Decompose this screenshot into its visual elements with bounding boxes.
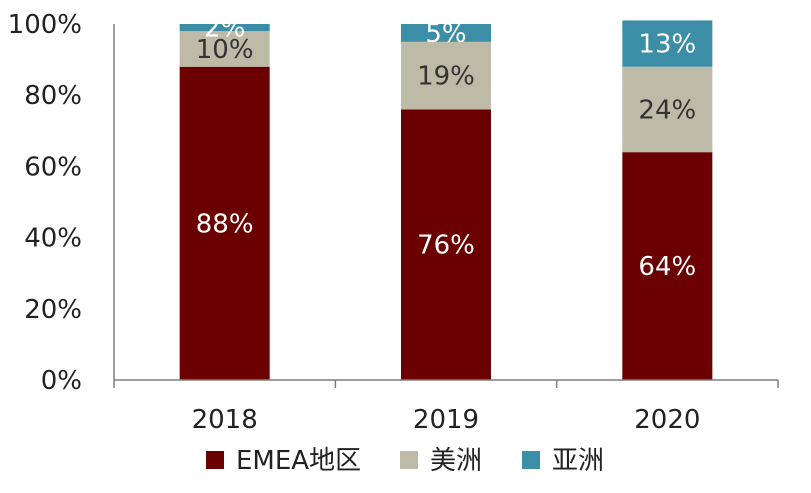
legend-swatch-0	[206, 451, 224, 469]
data-label-2020-2: 13%	[638, 30, 696, 60]
x-axis-labels: 2018 2019 2020	[192, 405, 701, 435]
legend-swatch-2	[522, 451, 540, 469]
bar-segment-2018-1	[179, 31, 270, 67]
bar-segment-2020-1	[622, 66, 713, 153]
legend-label-0: EMEA地区	[236, 446, 361, 476]
bar-segment-2018-2	[179, 24, 270, 32]
data-label-2019-2: 5%	[425, 19, 466, 49]
bar-segment-2019-2	[401, 24, 491, 42]
y-tick-label-0: 0%	[41, 366, 82, 396]
y-tick-label-60: 60%	[24, 152, 82, 182]
y-tick-label-100: 100%	[8, 10, 82, 40]
bars-group: 88% 10%2% 76% 19% 5% 64% 24% 13%	[179, 14, 713, 380]
legend: EMEA地区 美洲 亚洲	[206, 446, 604, 476]
data-label-2018-2: 2%	[204, 14, 245, 44]
x-category-label-2019: 2019	[413, 405, 479, 435]
legend-label-1: 美洲	[430, 446, 482, 476]
data-label-2020-0: 64%	[638, 252, 696, 282]
y-axis-ticks: 0% 20% 40% 60% 80% 100%	[8, 10, 82, 396]
bar-segment-2019-1	[401, 41, 491, 110]
y-tick-label-80: 80%	[24, 81, 82, 111]
legend-swatch-1	[400, 451, 418, 469]
bar-segment-2020-0	[622, 152, 713, 380]
y-tick-label-20: 20%	[24, 295, 82, 325]
bar-segment-2020-2	[622, 20, 713, 67]
axes-group	[113, 24, 779, 388]
data-label-2020-1: 24%	[638, 95, 696, 125]
x-category-label-2018: 2018	[192, 405, 258, 435]
data-label-2019-1: 19%	[417, 62, 475, 92]
data-label-2018-0: 88%	[196, 209, 254, 239]
data-label-2019-0: 76%	[417, 231, 475, 261]
y-tick-label-40: 40%	[24, 224, 82, 254]
data-label-2018-1: 10%	[196, 35, 254, 65]
legend-label-2: 亚洲	[552, 446, 604, 476]
bar-segment-2019-0	[401, 109, 491, 380]
x-category-label-2020: 2020	[634, 405, 700, 435]
bar-segment-2018-0	[179, 66, 270, 380]
